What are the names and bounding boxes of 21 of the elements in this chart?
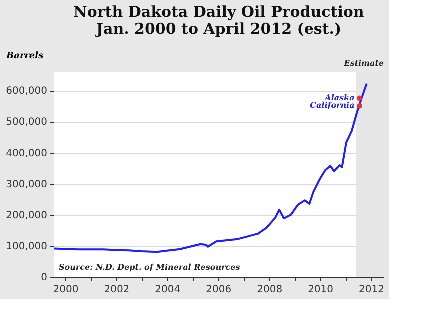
y-tick-label: 200,000 bbox=[6, 210, 48, 222]
y-tick-label: 300,000 bbox=[6, 179, 48, 190]
x-tick-label: 2010 bbox=[308, 284, 334, 296]
y-tick-label: 100,000 bbox=[6, 241, 48, 252]
y-tick-label: 400,000 bbox=[6, 148, 48, 160]
x-tick-label: 2012 bbox=[359, 284, 384, 296]
annotation: California bbox=[310, 100, 355, 110]
x-tick-label: 2008 bbox=[257, 284, 283, 296]
x-tick-label: 2004 bbox=[155, 284, 181, 296]
chart-title: North Dakota Daily Oil Production Jan. 2000 to April 2012 (est.) bbox=[74, 3, 364, 38]
x-tick-label: 2006 bbox=[206, 284, 232, 296]
y-tick-label: 600,000 bbox=[6, 86, 48, 98]
annotation: Alaska bbox=[324, 92, 355, 102]
band-label: Estimate bbox=[343, 58, 384, 68]
annotation: Source: N.D. Dept. of Mineral Resources bbox=[59, 262, 241, 272]
x-tick-label: 2002 bbox=[104, 284, 130, 296]
y-axis-title: Barrels bbox=[6, 52, 44, 62]
x-tick-label: 2000 bbox=[53, 284, 79, 296]
y-tick-label: 0 bbox=[41, 272, 48, 284]
line-series bbox=[53, 82, 368, 254]
y-tick-label: 500,000 bbox=[6, 117, 48, 128]
